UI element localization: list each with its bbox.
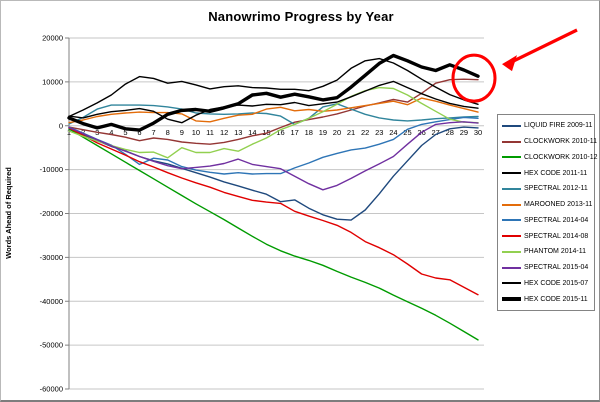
- legend-line-swatch: [502, 203, 521, 206]
- x-tick-label: 22: [361, 128, 369, 137]
- x-tick-label: 29: [460, 128, 468, 137]
- legend-line-swatch: [502, 187, 521, 190]
- legend-label: HEX CODE 2011-11: [524, 169, 588, 177]
- legend-label: MAROONED 2013-11: [524, 201, 593, 209]
- legend-item-clockwork-2010-12: CLOCKWORK 2010-12: [502, 150, 598, 164]
- legend-line-swatch: [502, 156, 521, 159]
- x-tick-label: 16: [276, 128, 284, 137]
- x-tick-label: 1: [67, 128, 71, 137]
- legend-label: SPECTRAL 2014-08: [524, 232, 589, 240]
- x-tick-label: 19: [319, 128, 327, 137]
- legend-label: HEX CODE 2015-11: [524, 295, 588, 303]
- series-line-hex-code-2015-07: [68, 80, 479, 124]
- x-tick-label: 25: [403, 128, 411, 137]
- x-tick-label: 20: [333, 128, 341, 137]
- legend-item-phantom-2014-11: PHANTOM 2014-11: [502, 245, 592, 259]
- legend-line-swatch: [502, 297, 521, 301]
- x-tick-label: 7: [152, 128, 156, 137]
- y-tick-label: -30000: [40, 253, 63, 262]
- legend-line-swatch: [502, 250, 521, 253]
- legend-item-spectral-2014-04: SPECTRAL 2014-04: [502, 213, 592, 227]
- x-tick-label: 5: [123, 128, 127, 137]
- x-tick-label: 6: [137, 128, 141, 137]
- series-line-hex-code-2011-11: [68, 57, 479, 118]
- x-tick-label: 27: [432, 128, 440, 137]
- legend-item-spectral-2014-08: SPECTRAL 2014-08: [502, 229, 592, 243]
- x-tick-label: 11: [206, 128, 214, 137]
- legend-item-clockwork-2010-11: CLOCKWORK 2010-11: [502, 135, 597, 149]
- legend-label: HEX CODE 2015-07: [524, 279, 589, 287]
- legend-item-liquid-fire-2009-11: LIQUID FIRE 2009-11: [502, 119, 592, 133]
- x-tick-label: 12: [220, 128, 228, 137]
- legend-item-spectral-2015-04: SPECTRAL 2015-04: [502, 261, 592, 275]
- legend-line-swatch: [502, 124, 521, 127]
- legend-label: CLOCKWORK 2010-12: [524, 153, 598, 161]
- series-line-hex-code-2015-11: [67, 53, 480, 132]
- legend: LIQUID FIRE 2009-11 CLOCKWORK 2010-11 CLOC…: [497, 114, 598, 311]
- legend-line-swatch: [502, 140, 521, 143]
- x-tick-label: 17: [290, 128, 298, 137]
- x-tick-label: 21: [347, 128, 355, 137]
- x-tick-label: 30: [474, 128, 482, 137]
- annotation-circle: [451, 53, 497, 103]
- x-tick-label: 4: [109, 128, 113, 137]
- x-tick-label: 9: [180, 128, 184, 137]
- legend-line-swatch: [502, 219, 521, 222]
- legend-line-swatch: [502, 266, 521, 269]
- y-tick-label: -40000: [40, 297, 63, 306]
- chart-title: Nanowrimo Progress by Year: [208, 9, 394, 24]
- x-tick-label: 2: [81, 128, 85, 137]
- series-line-spectral-2014-04: [68, 116, 479, 175]
- x-tick-label: 18: [305, 128, 313, 137]
- y-tick-label: 0: [59, 121, 63, 130]
- legend-item-hex-code-2011-11: HEX CODE 2011-11: [502, 166, 592, 180]
- y-tick-label: -60000: [40, 385, 63, 394]
- legend-item-spectral-2012-11: SPECTRAL 2012-11: [502, 182, 592, 196]
- legend-label: LIQUID FIRE 2009-11: [524, 122, 593, 130]
- legend-label: CLOCKWORK 2010-11: [524, 138, 598, 146]
- legend-item-hex-code-2015-11: HEX CODE 2015-11: [502, 292, 592, 306]
- x-tick-label: 28: [446, 128, 454, 137]
- y-tick-label: -10000: [40, 165, 63, 174]
- legend-item-hex-code-2015-07: HEX CODE 2015-07: [502, 276, 592, 290]
- series-line-phantom-2014-11: [68, 86, 479, 159]
- x-tick-label: 10: [192, 128, 200, 137]
- y-tick-label: -20000: [40, 209, 63, 218]
- series-line-clockwork-2010-12: [68, 128, 479, 341]
- x-tick-label: 24: [389, 128, 397, 137]
- annotation-arrowhead: [502, 55, 517, 72]
- legend-line-swatch: [502, 172, 521, 175]
- legend-line-swatch: [502, 282, 521, 285]
- y-tick-label: 20000: [42, 34, 63, 43]
- legend-item-marooned-2013-11: MAROONED 2013-11: [502, 198, 592, 212]
- y-tick-label: -50000: [40, 341, 63, 350]
- x-tick-label: 8: [166, 128, 170, 137]
- annotation-arrow-shaft: [506, 28, 578, 66]
- x-tick-label: 15: [262, 128, 270, 137]
- legend-label: SPECTRAL 2014-04: [524, 216, 589, 224]
- series-line-marooned-2013-11: [68, 97, 479, 124]
- y-tick-label: 10000: [42, 77, 63, 86]
- series-line-clockwork-2010-11: [68, 78, 479, 145]
- series-line-spectral-2015-04: [68, 121, 479, 191]
- legend-line-swatch: [502, 235, 521, 238]
- x-tick-label: 14: [248, 128, 256, 137]
- x-tick-label: 23: [375, 128, 383, 137]
- x-tick-label: 13: [234, 128, 242, 137]
- series-line-spectral-2012-11: [68, 103, 479, 126]
- legend-label: PHANTOM 2014-11: [524, 248, 586, 256]
- legend-label: SPECTRAL 2015-04: [524, 264, 589, 272]
- legend-label: SPECTRAL 2012-11: [524, 185, 588, 193]
- series-line-spectral-2014-08: [68, 127, 479, 296]
